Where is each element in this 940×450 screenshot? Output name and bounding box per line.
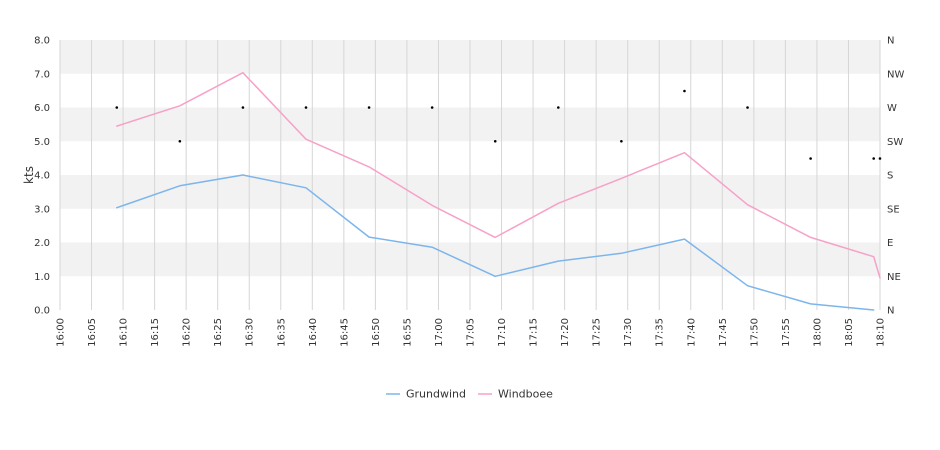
- direction-point: [493, 139, 497, 143]
- y-axis-ticks: 0.0 1.0 2.0 3.0 4.0 5.0 6.0 7.0 8.0: [34, 36, 50, 317]
- direction-point: [809, 157, 812, 160]
- x-tick-label: 17:50: [749, 318, 760, 347]
- legend[interactable]: Grundwind Windboee: [386, 388, 553, 401]
- y-tick-label: 6.0: [34, 103, 50, 114]
- x-tick-label: 16:50: [371, 318, 382, 347]
- direction-point: [878, 157, 882, 160]
- direction-tick-label: SE: [887, 204, 900, 215]
- direction-tick-label: NE: [887, 272, 901, 283]
- y-tick-label: 8.0: [34, 36, 50, 47]
- direction-tick-label: W: [887, 103, 897, 114]
- x-tick-label: 16:10: [119, 318, 130, 347]
- y-tick-label: 5.0: [34, 137, 50, 148]
- direction-tick-label: N: [887, 306, 894, 317]
- direction-point: [304, 106, 308, 109]
- x-tick-label: 17:40: [686, 318, 697, 347]
- direction-axis-ticks: N NE E SE S SW W NW N: [887, 36, 904, 317]
- x-tick-label: 16:00: [56, 318, 67, 347]
- x-tick-label: 16:15: [150, 318, 161, 347]
- legend-label: Windboee: [498, 388, 553, 401]
- x-tick-label: 16:45: [339, 318, 350, 347]
- y-axis-label: kts: [22, 166, 36, 184]
- x-tick-label: 17:35: [655, 318, 666, 347]
- x-tick-label: 16:35: [276, 318, 287, 347]
- direction-point: [178, 139, 182, 143]
- direction-point: [620, 139, 623, 143]
- x-tick-label: 17:25: [592, 318, 603, 347]
- x-tick-label: 17:45: [718, 318, 729, 347]
- direction-point: [430, 106, 434, 109]
- direction-tick-label: N: [887, 36, 894, 47]
- x-tick-label: 17:55: [781, 318, 792, 347]
- direction-point: [683, 89, 686, 93]
- direction-tick-label: E: [887, 238, 893, 249]
- direction-tick-label: SW: [887, 137, 903, 148]
- x-tick-label: 18:10: [876, 318, 887, 347]
- series-line-1: [116, 174, 875, 311]
- direction-tick-label: NW: [887, 69, 904, 80]
- direction-point: [115, 106, 119, 109]
- x-tick-label: 16:30: [245, 318, 256, 347]
- series-line-2: [116, 71, 881, 279]
- x-tick-label: 17:20: [560, 318, 571, 347]
- legend-item-2[interactable]: Windboee: [478, 388, 553, 401]
- direction-point: [557, 106, 560, 109]
- x-tick-label: 17:00: [434, 318, 445, 347]
- legend-item-1[interactable]: Grundwind: [386, 388, 466, 401]
- legend-label: Grundwind: [406, 388, 466, 401]
- y-tick-label: 4.0: [34, 171, 50, 182]
- x-tick-label: 17:15: [529, 318, 540, 347]
- direction-tick-label: S: [887, 171, 893, 182]
- y-tick-label: 2.0: [34, 238, 50, 249]
- x-tick-label: 16:20: [182, 318, 193, 347]
- direction-point: [872, 157, 875, 160]
- direction-points: [115, 89, 882, 160]
- x-tick-label: 16:55: [402, 318, 413, 347]
- y-tick-label: 3.0: [34, 204, 50, 215]
- x-tick-label: 17:05: [466, 318, 477, 347]
- y-tick-label: 1.0: [34, 272, 50, 283]
- x-tick-label: 18:00: [812, 318, 823, 347]
- y-tick-label: 0.0: [34, 306, 50, 317]
- x-tick-label: 16:05: [87, 318, 98, 347]
- x-tick-label: 17:10: [497, 318, 508, 347]
- direction-point: [241, 106, 245, 109]
- x-axis-ticks: 16:00 16:05 16:10 16:15 16:20 16:25 16:30 16:35…: [56, 318, 887, 347]
- direction-point: [746, 106, 749, 109]
- x-tick-label: 16:40: [308, 318, 319, 347]
- y-tick-label: 7.0: [34, 69, 50, 80]
- x-tick-label: 18:05: [844, 318, 855, 347]
- direction-point: [367, 106, 371, 109]
- series-lines: [116, 71, 881, 311]
- x-tick-label: 16:25: [213, 318, 224, 347]
- x-tick-label: 17:30: [623, 318, 634, 347]
